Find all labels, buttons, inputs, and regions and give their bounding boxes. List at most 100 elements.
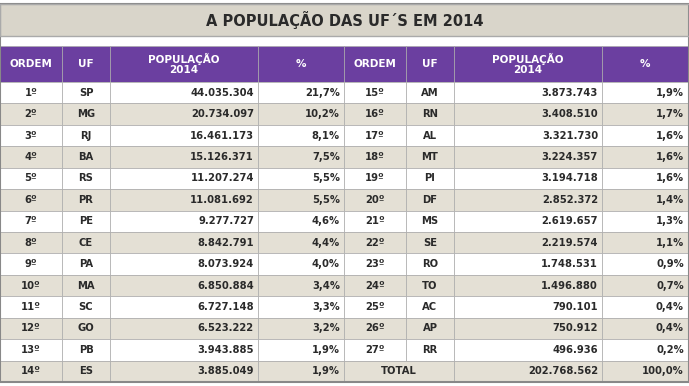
- Text: AM: AM: [421, 88, 439, 98]
- Text: 6.727.148: 6.727.148: [197, 302, 254, 312]
- Bar: [0, 275, 62, 296]
- Text: 10,2%: 10,2%: [305, 109, 340, 119]
- Bar: [110, 318, 258, 339]
- Bar: [62, 232, 110, 254]
- Bar: [0, 82, 62, 103]
- Text: 0,4%: 0,4%: [656, 302, 684, 312]
- Bar: [0, 254, 62, 275]
- Text: 3.321.730: 3.321.730: [542, 130, 598, 141]
- Text: DF: DF: [422, 195, 438, 205]
- Bar: [110, 296, 258, 318]
- Text: 5,5%: 5,5%: [312, 195, 340, 205]
- Text: 9.277.727: 9.277.727: [198, 216, 254, 226]
- Bar: [602, 168, 688, 189]
- Text: 5,5%: 5,5%: [312, 173, 340, 183]
- Bar: [406, 82, 454, 103]
- Bar: [406, 168, 454, 189]
- Bar: [110, 168, 258, 189]
- Bar: [258, 146, 344, 168]
- Bar: [406, 103, 454, 125]
- Text: 17º: 17º: [365, 130, 385, 141]
- Bar: [344, 82, 406, 103]
- Text: UF: UF: [78, 59, 94, 69]
- Bar: [0, 339, 62, 361]
- Bar: [344, 254, 406, 275]
- Text: PE: PE: [79, 216, 93, 226]
- Bar: [62, 189, 110, 211]
- Text: ORDEM: ORDEM: [353, 59, 396, 69]
- Bar: [344, 318, 406, 339]
- Text: 19º: 19º: [365, 173, 385, 183]
- Text: 3.224.357: 3.224.357: [542, 152, 598, 162]
- Text: 16.461.173: 16.461.173: [190, 130, 254, 141]
- Bar: [344, 232, 406, 254]
- Bar: [454, 46, 602, 82]
- Text: 0,4%: 0,4%: [656, 323, 684, 334]
- Bar: [62, 254, 110, 275]
- Text: UF: UF: [422, 59, 438, 69]
- Bar: [602, 82, 688, 103]
- Bar: [406, 318, 454, 339]
- Bar: [62, 318, 110, 339]
- Bar: [406, 146, 454, 168]
- Bar: [62, 339, 110, 361]
- Bar: [62, 46, 110, 82]
- Bar: [62, 125, 110, 146]
- Text: 3,4%: 3,4%: [312, 281, 340, 291]
- Text: TOTAL: TOTAL: [381, 366, 417, 376]
- Text: MG: MG: [77, 109, 95, 119]
- Text: PI: PI: [424, 173, 435, 183]
- Bar: [110, 275, 258, 296]
- Bar: [454, 103, 602, 125]
- Text: 7,5%: 7,5%: [312, 152, 340, 162]
- Text: 6.850.884: 6.850.884: [197, 281, 254, 291]
- Bar: [258, 339, 344, 361]
- Bar: [602, 103, 688, 125]
- Bar: [110, 46, 258, 82]
- Bar: [454, 318, 602, 339]
- Bar: [258, 296, 344, 318]
- Text: 7º: 7º: [25, 216, 37, 226]
- Bar: [62, 146, 110, 168]
- Text: ORDEM: ORDEM: [10, 59, 52, 69]
- Text: 3.194.718: 3.194.718: [542, 173, 598, 183]
- Text: 25º: 25º: [365, 302, 385, 312]
- Text: GO: GO: [78, 323, 94, 334]
- Text: 15º: 15º: [365, 88, 385, 98]
- Bar: [0, 189, 62, 211]
- Bar: [110, 189, 258, 211]
- Text: 4,6%: 4,6%: [312, 216, 340, 226]
- Bar: [602, 296, 688, 318]
- Bar: [406, 125, 454, 146]
- Text: RR: RR: [422, 345, 438, 355]
- Bar: [110, 232, 258, 254]
- Bar: [344, 168, 406, 189]
- Text: 6.523.222: 6.523.222: [198, 323, 254, 334]
- Text: 0,9%: 0,9%: [656, 259, 684, 269]
- Bar: [406, 339, 454, 361]
- Text: %: %: [640, 59, 650, 69]
- Bar: [110, 146, 258, 168]
- Bar: [454, 275, 602, 296]
- Bar: [406, 296, 454, 318]
- Bar: [0, 4, 689, 36]
- Text: PR: PR: [79, 195, 94, 205]
- Text: 2.852.372: 2.852.372: [542, 195, 598, 205]
- Text: 5º: 5º: [25, 173, 37, 183]
- Bar: [0, 103, 62, 125]
- Text: 13º: 13º: [21, 345, 41, 355]
- Bar: [454, 189, 602, 211]
- Text: AP: AP: [422, 323, 438, 334]
- Text: 1,7%: 1,7%: [656, 109, 684, 119]
- Bar: [454, 211, 602, 232]
- Bar: [110, 339, 258, 361]
- Text: RJ: RJ: [81, 130, 92, 141]
- Text: 4,4%: 4,4%: [311, 238, 340, 248]
- Text: 3,2%: 3,2%: [312, 323, 340, 334]
- Bar: [602, 275, 688, 296]
- Bar: [258, 361, 344, 382]
- Text: 1.748.531: 1.748.531: [541, 259, 598, 269]
- Bar: [344, 103, 406, 125]
- Bar: [602, 189, 688, 211]
- Bar: [62, 82, 110, 103]
